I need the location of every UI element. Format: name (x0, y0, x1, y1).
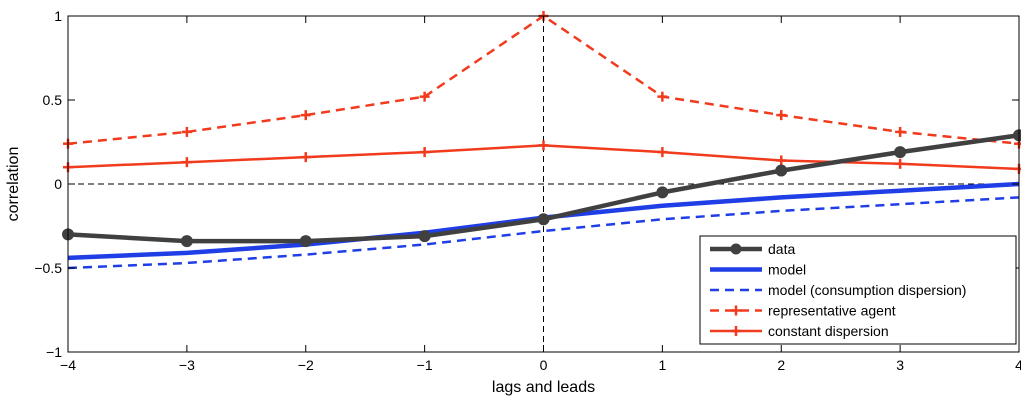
reference-lines (68, 16, 1019, 352)
legend-label: model (consumption dispersion) (768, 282, 966, 298)
data-point (418, 230, 431, 243)
x-tick-label: 1 (658, 357, 666, 373)
data-point (180, 235, 193, 248)
series-model-consumption-dispersion (67, 196, 1020, 270)
data-point (894, 146, 907, 159)
x-tick-label: −4 (60, 357, 76, 373)
legend-item-model-consumption-dispersion: model (consumption dispersion) (710, 282, 966, 298)
legend-label: data (768, 241, 795, 257)
data-point (300, 110, 311, 121)
data-point (776, 110, 787, 121)
x-tick-label: −2 (298, 357, 314, 373)
data-point (419, 91, 430, 102)
data-point (181, 157, 192, 168)
data-point (895, 126, 906, 137)
legend-box (699, 235, 1017, 345)
x-tick-label: −1 (417, 357, 433, 373)
y-axis-label: correlation (5, 147, 22, 222)
legend: data model model (consumption dispersion) r… (699, 235, 1017, 345)
legend-label: constant dispersion (768, 323, 889, 339)
legend-item-model: model (710, 262, 806, 278)
data-point (299, 235, 312, 248)
data-point (895, 158, 906, 169)
x-tick-label: 4 (1015, 357, 1021, 373)
x-tick-label: 0 (540, 357, 548, 373)
legend-item-data: data (710, 241, 795, 257)
legend-label: representative agent (768, 303, 896, 319)
data-point (657, 91, 668, 102)
series-line (67, 196, 1020, 270)
legend-label: model (768, 262, 806, 278)
x-tick-label: 3 (896, 357, 904, 373)
data-point (419, 147, 430, 158)
y-tick-label: 0.5 (43, 92, 63, 108)
series-data (62, 129, 1021, 248)
legend-item-representative-agent: representative agent (710, 303, 896, 319)
x-tick-label: 2 (777, 357, 785, 373)
legend-marker (730, 243, 742, 255)
y-tick-label: −1 (46, 344, 62, 360)
data-point (300, 152, 311, 163)
data-point (776, 155, 787, 166)
ticks-layer: −4 −3 −2 −1 0 1 2 3 4 −1 −0.5 0 0.5 1 (34, 8, 1021, 373)
data-point (181, 126, 192, 137)
data-point (656, 186, 669, 199)
data-point (657, 147, 668, 158)
y-tick-label: 1 (54, 8, 62, 24)
x-axis-label: lags and leads (492, 379, 595, 396)
y-tick-label: 0 (54, 176, 62, 192)
data-point (537, 213, 550, 226)
y-tick-label: −0.5 (34, 260, 62, 276)
x-tick-label: −3 (179, 357, 195, 373)
data-point (775, 164, 788, 177)
data-point (538, 140, 549, 151)
legend-item-constant-dispersion: constant dispersion (710, 323, 889, 339)
